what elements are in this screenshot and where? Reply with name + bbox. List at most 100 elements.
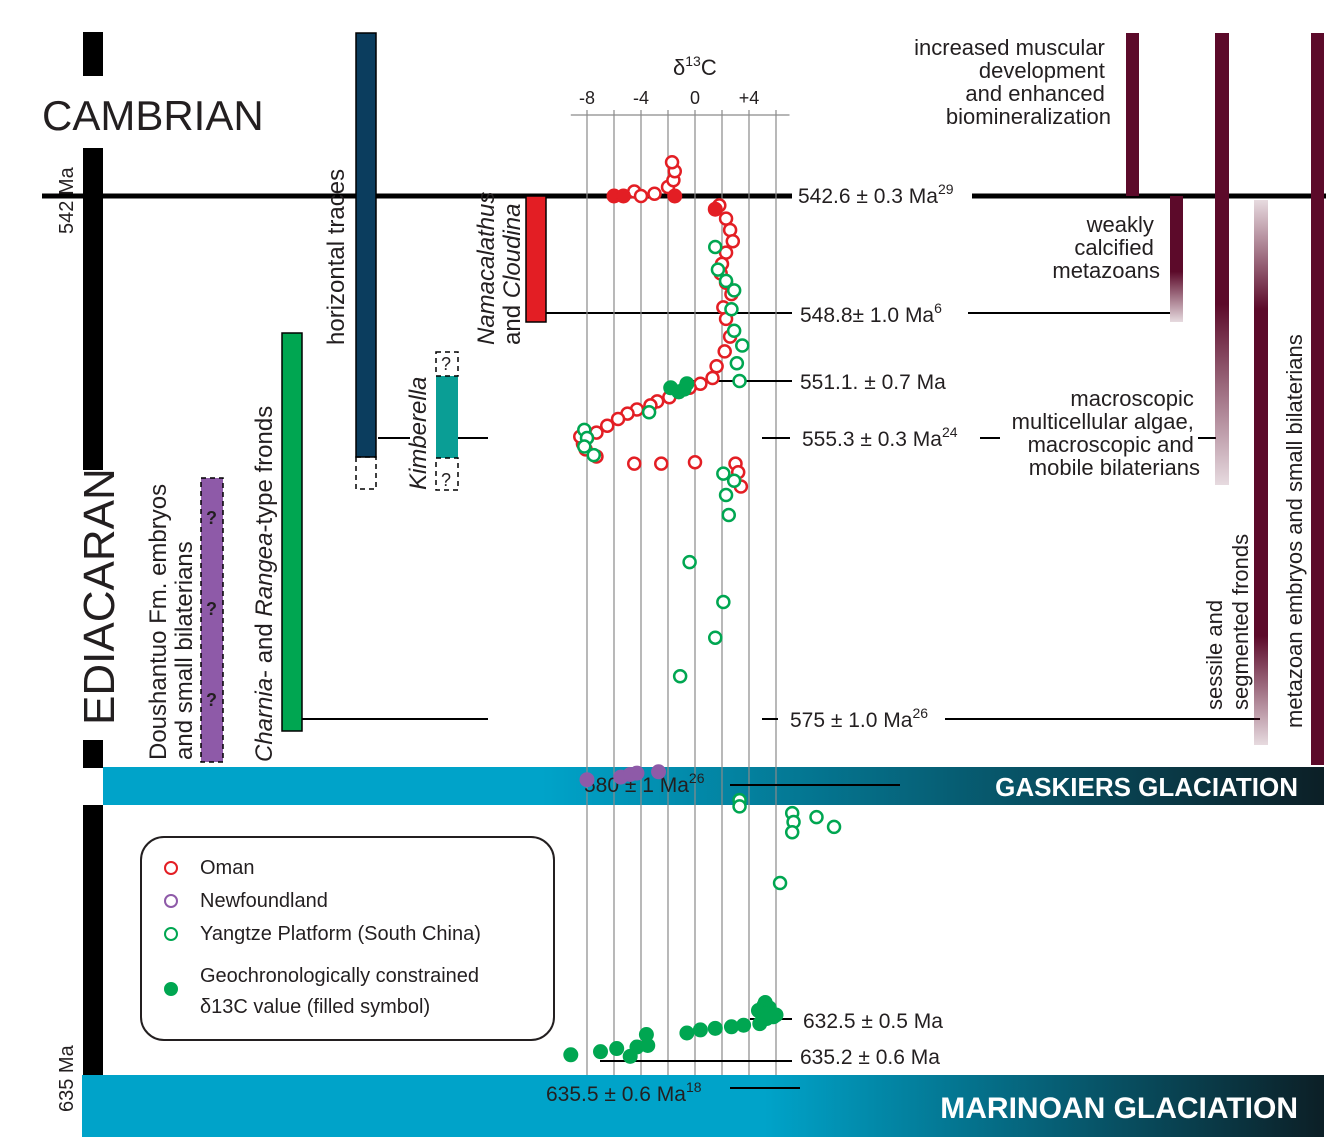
data-point-open [726, 473, 742, 489]
doushantuo-label-line1: Doushantuo Fm. embryos [145, 484, 172, 760]
period-bar-top [83, 32, 103, 76]
period-bar-cambrian [83, 148, 103, 208]
legend: Oman Newfoundland Yangtze Platform (Sout… [140, 836, 555, 1041]
data-point-open [600, 418, 615, 434]
cambrian-label: CAMBRIAN [42, 92, 264, 139]
doushantuo-q3: ? [206, 690, 217, 710]
data-point-open [732, 373, 747, 389]
kimberella-label: Kimberella [405, 377, 432, 490]
data-point-open [732, 799, 747, 814]
kimberella-q-bottom: ? [441, 470, 451, 490]
axis-tick-label: 0 [690, 88, 700, 108]
algae-bilaterians-annotation: macroscopic multicellular algae, macrosc… [1012, 386, 1200, 480]
age-tick-542: 542 Ma [56, 166, 78, 234]
data-point-open [627, 456, 642, 471]
data-point-open [577, 439, 592, 454]
metazoan-embryos-bar [1311, 33, 1324, 765]
axis-tick-label: -8 [579, 88, 595, 108]
data-point-filled [629, 765, 645, 781]
data-point-open [708, 630, 723, 645]
d13c-axis-ticks: -8 -4 0 +4 [579, 88, 759, 108]
axis-tick-label: -4 [633, 88, 649, 108]
date-label-551: 551.1. ± 0.7 Ma [800, 371, 946, 394]
open-circle-icon [164, 894, 178, 908]
data-point-open [724, 301, 739, 317]
data-point-open [709, 358, 724, 374]
data-point-open [772, 875, 788, 891]
namacalathus-cloudina-bar [525, 195, 547, 323]
data-point-filled [579, 772, 595, 788]
period-bar-ediacaran-upper [83, 208, 103, 470]
data-point-open [664, 155, 680, 170]
namacalathus-label: Namacalathus [473, 192, 500, 345]
data-point-open [735, 338, 750, 353]
algae-bilaterians-bar [1215, 33, 1229, 485]
data-point-open [687, 454, 703, 470]
data-point-open [716, 594, 731, 610]
sessile-fronds-line1: sessile and [1202, 600, 1227, 710]
horizontal-traces-label: horizontal traces [323, 169, 350, 345]
doushantuo-q2: ? [206, 599, 217, 619]
horizontal-traces-uncertain [355, 456, 377, 490]
data-point-filled [609, 1041, 625, 1057]
metazoan-embryos-label: metazoan embryos and small bilaterians [1282, 334, 1307, 728]
data-point-filled [679, 376, 695, 392]
data-point-open [717, 344, 732, 359]
open-circle-icon [164, 861, 178, 875]
marinoan-glaciation-label: MARINOAN GLACIATION [940, 1092, 1298, 1125]
date-label-555: 555.3 ± 0.3 Ma24 [802, 424, 958, 451]
data-point-open [708, 239, 723, 255]
data-point-open [718, 273, 734, 289]
data-point-open [654, 456, 669, 471]
data-point-open [705, 370, 720, 386]
data-point-open [726, 283, 742, 298]
data-point-filled [593, 1044, 608, 1060]
data-point-filled [651, 764, 667, 780]
ediacaran-label: EDIACARAN [75, 468, 124, 725]
data-point-open [729, 356, 745, 371]
data-point-open [633, 188, 649, 204]
date-label-542: 542.6 ± 0.3 Ma29 [798, 181, 954, 208]
filled-circle-icon [164, 982, 178, 996]
muscular-annotation: increased muscular development and enhan… [914, 35, 1111, 129]
d13c-data-points [563, 155, 842, 1064]
weakly-calcified-annotation: weakly calcified metazoans [1052, 212, 1160, 283]
data-point-open [610, 411, 626, 427]
data-point-open [826, 819, 842, 835]
date-label-632: 632.5 ± 0.5 Ma [803, 1010, 943, 1033]
open-circle-icon [164, 927, 178, 941]
legend-label-oman: Oman [200, 857, 255, 879]
doushantuo-q1: ? [206, 508, 217, 528]
period-bar-ediacaran-lower [83, 805, 103, 1075]
charnia-rangea-bar [281, 332, 303, 732]
data-point-filled [563, 1047, 579, 1063]
data-point-filled [692, 1022, 708, 1038]
date-label-580: 580 ± 1 Ma26 [584, 770, 705, 797]
data-point-open [718, 487, 734, 503]
data-point-filled [615, 188, 631, 204]
marinoan-glaciation-band [82, 1075, 1324, 1137]
axis-tick-label: +4 [739, 88, 760, 108]
data-point-open [721, 507, 736, 523]
data-point-open [647, 186, 662, 201]
date-label-635b: 635.5 ± 0.6 Ma18 [546, 1079, 702, 1106]
gaskiers-glaciation-band [103, 767, 1324, 805]
sessile-fronds-line2: segmented fronds [1228, 534, 1253, 710]
data-point-filled [723, 1019, 739, 1035]
data-point-filled [707, 1020, 723, 1036]
data-point-open [682, 554, 697, 570]
kimberella-q-top: ? [441, 354, 451, 374]
horizontal-traces-bar [355, 32, 377, 458]
data-point-open [722, 222, 738, 238]
age-tick-635: 635 Ma [56, 1044, 78, 1112]
legend-label-filled-line2: δ13C value (filled symbol) [200, 996, 431, 1018]
d13c-axis-grid [570, 110, 790, 1075]
data-point-open [716, 466, 731, 481]
weakly-calcified-bar [1170, 196, 1183, 322]
data-point-filled [707, 201, 723, 217]
d13c-axis-title: δ13C [673, 53, 717, 80]
kimberella-uncertain-bottom [435, 457, 459, 491]
data-point-open [725, 234, 741, 249]
kimberella-uncertain-top [435, 351, 459, 377]
